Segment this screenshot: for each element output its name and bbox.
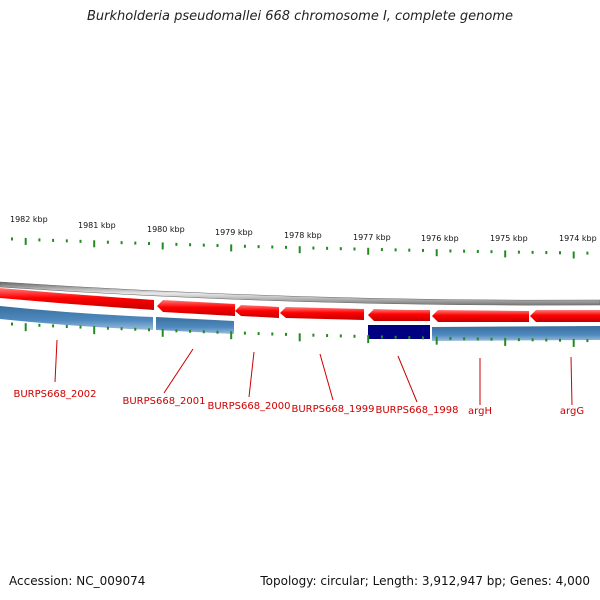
gene-arrow-burps668-2002[interactable] xyxy=(0,288,154,310)
kbp-label: 1979 kbp xyxy=(215,228,253,237)
cds-block-burps668-2002[interactable] xyxy=(0,306,153,330)
kbp-label: 1974 kbp xyxy=(559,234,597,243)
gene-arrow-burps668-1998[interactable] xyxy=(368,309,430,321)
gene-label[interactable]: BURPS668_1998 xyxy=(375,405,458,416)
kbp-label: 1980 kbp xyxy=(147,225,185,234)
kbp-label: 1977 kbp xyxy=(353,233,391,242)
cds-block-argh-argg[interactable] xyxy=(432,326,600,341)
cds-block-burps668-2001[interactable] xyxy=(156,317,234,334)
gene-arrow-burps668-1999[interactable] xyxy=(280,307,364,320)
gene-label-leaders xyxy=(54,339,573,406)
kbp-tick-track xyxy=(11,237,589,347)
gene-label[interactable]: BURPS668_2001 xyxy=(122,396,205,407)
map-title: Burkholderia pseudomallei 668 chromosome… xyxy=(86,9,514,24)
kbp-label: 1981 kbp xyxy=(78,221,116,230)
kbp-scale-labels: 1982 kbp 1981 kbp 1980 kbp 1979 kbp 1978 kbp… xyxy=(10,215,597,243)
cds-block-burps668-1998-selected[interactable] xyxy=(368,325,430,339)
gene-label[interactable]: BURPS668_1999 xyxy=(291,404,374,415)
gene-arrow-burps668-2000[interactable] xyxy=(235,305,279,318)
kbp-label: 1976 kbp xyxy=(421,234,459,243)
chromosome-backbone xyxy=(0,281,600,306)
gene-arrow-argg[interactable] xyxy=(530,310,600,322)
gene-arrow-argh[interactable] xyxy=(432,310,529,322)
gene-label[interactable]: argG xyxy=(560,406,584,417)
kbp-label: 1982 kbp xyxy=(10,215,48,224)
gene-leader-line xyxy=(570,356,573,406)
genome-summary-text: Topology: circular; Length: 3,912,947 bp… xyxy=(260,574,590,588)
gene-leader-line xyxy=(163,348,194,394)
accession-text: Accession: NC_009074 xyxy=(9,574,146,588)
gene-label[interactable]: argH xyxy=(468,406,492,417)
gene-leader-line xyxy=(319,353,334,401)
gene-leader-line xyxy=(248,351,255,398)
gene-leader-line xyxy=(397,355,418,403)
gene-label[interactable]: BURPS668_2002 xyxy=(13,389,96,400)
gene-arrow-burps668-2001[interactable] xyxy=(157,300,235,316)
gene-label[interactable]: BURPS668_2000 xyxy=(207,401,290,412)
kbp-label: 1978 kbp xyxy=(284,231,322,240)
kbp-label: 1975 kbp xyxy=(490,234,528,243)
gene-leader-line xyxy=(54,339,58,383)
